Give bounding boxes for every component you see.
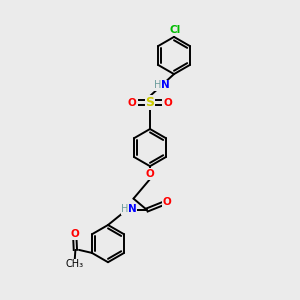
- Text: N: N: [128, 204, 137, 214]
- Text: O: O: [162, 197, 171, 207]
- Text: S: S: [146, 96, 154, 109]
- Text: O: O: [70, 229, 79, 239]
- Text: Cl: Cl: [170, 25, 181, 35]
- Text: H: H: [154, 80, 161, 90]
- Text: O: O: [146, 169, 154, 179]
- Text: CH₃: CH₃: [66, 259, 84, 269]
- Text: N: N: [161, 80, 170, 90]
- Text: O: O: [164, 98, 172, 108]
- Text: H: H: [121, 204, 128, 214]
- Text: O: O: [128, 98, 136, 108]
